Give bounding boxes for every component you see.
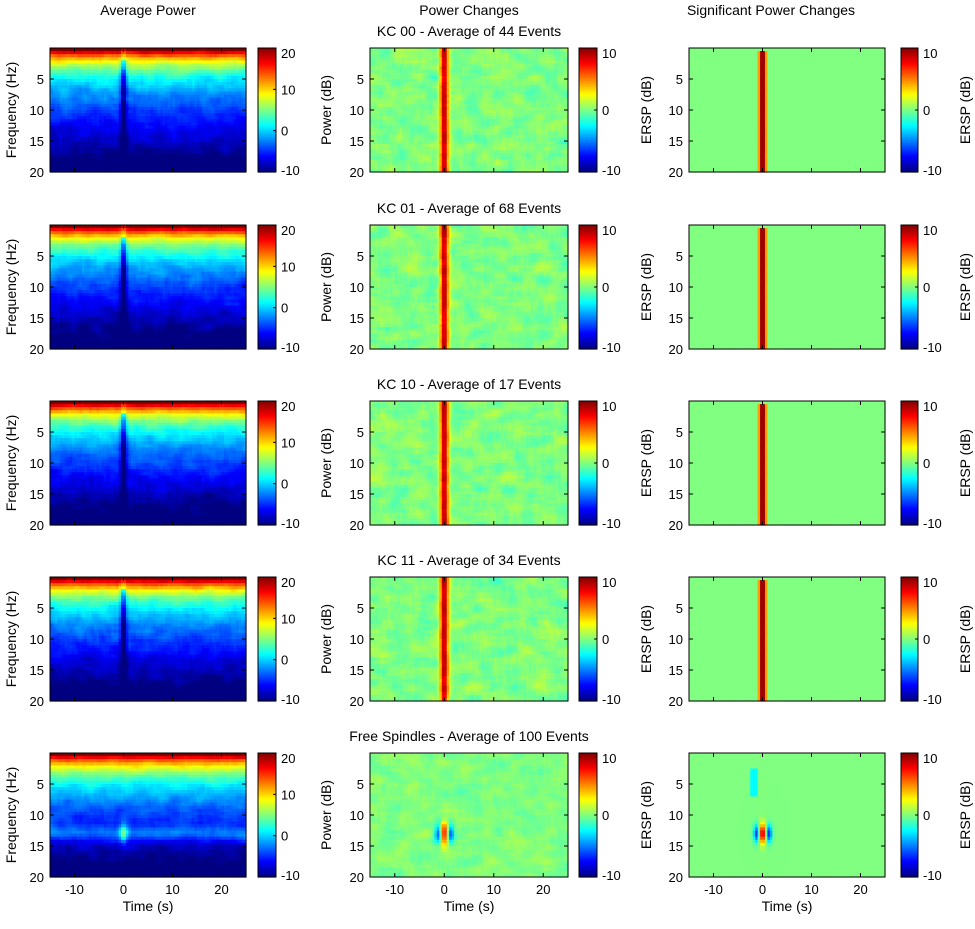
column-title-power-changes: Power Changes (419, 2, 519, 18)
column-title-significant-power-changes: Significant Power Changes (687, 2, 855, 18)
heatmap-panel (50, 48, 247, 173)
panels: KC 00 - Average of 44 Events5101520Frequ… (3, 23, 973, 914)
column-title-average-power: Average Power (100, 2, 196, 18)
column-titles: Average Power Power Changes Significant … (100, 2, 855, 18)
row-title: KC 00 - Average of 44 Events (377, 23, 561, 39)
